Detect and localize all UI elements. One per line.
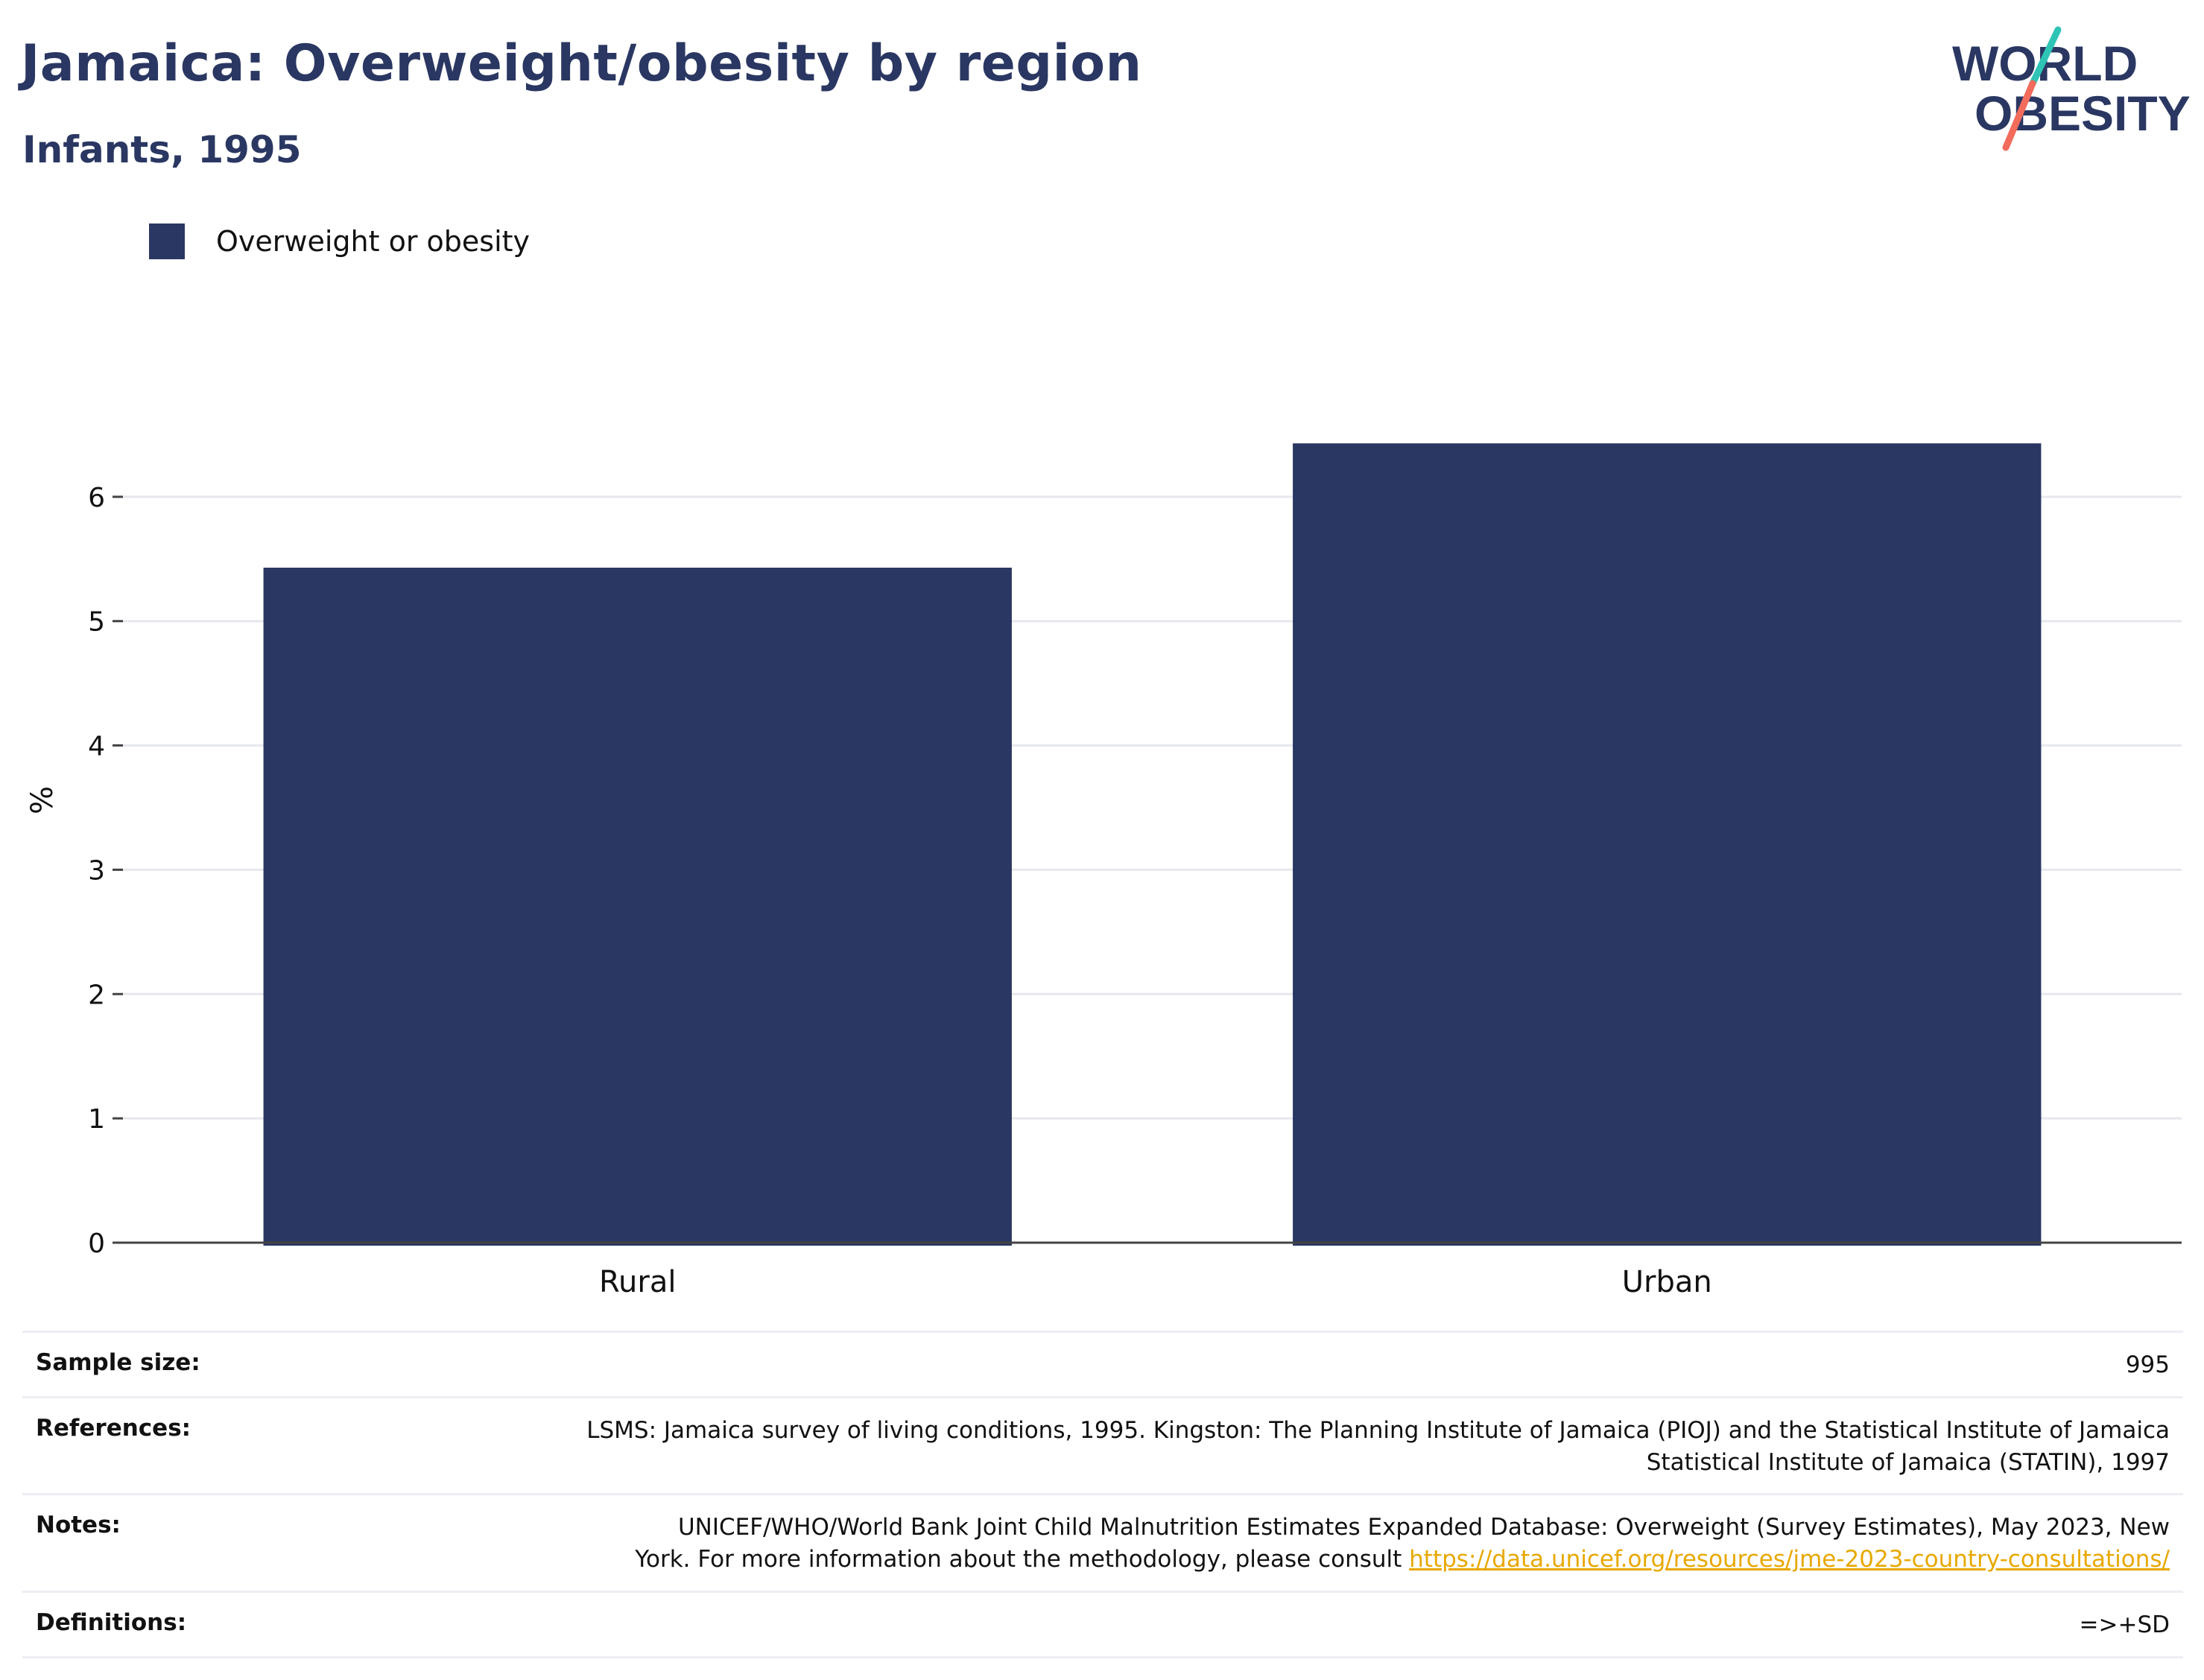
notes-line-2: York. For more information about the met… [635, 1546, 1410, 1573]
notes-methodology-link[interactable]: https://data.unicef.org/resources/jme-20… [1409, 1546, 2170, 1573]
info-table: Sample size: 995 References: LSMS: Jamai… [22, 1331, 2183, 1658]
y-tick-label: 3 [88, 855, 105, 886]
world-obesity-logo[interactable]: WORLD OBESITY [1937, 22, 2191, 156]
y-tick-label: 0 [88, 1229, 105, 1259]
references-value: LSMS: Jamaica survey of living condition… [586, 1415, 2170, 1479]
references-line-1: LSMS: Jamaica survey of living condition… [586, 1416, 2170, 1444]
info-row-notes: Notes: UNICEF/WHO/World Bank Joint Child… [22, 1493, 2183, 1591]
y-tick-label: 5 [88, 607, 105, 638]
x-axis-categories: Rural Urban [599, 1265, 1712, 1299]
sample-size-label: Sample size: [36, 1349, 200, 1376]
definitions-value: =>+SD [2079, 1611, 2170, 1638]
y-tick-label: 6 [88, 483, 105, 513]
y-axis-title: % [25, 786, 60, 814]
x-category-label: Rural [599, 1265, 676, 1299]
bar-rural[interactable] [263, 567, 1012, 1246]
notes-value: UNICEF/WHO/World Bank Joint Child Malnut… [635, 1512, 2170, 1576]
y-tick-label: 4 [88, 732, 105, 762]
legend[interactable]: Overweight or obesity [149, 224, 530, 259]
legend-swatch [149, 224, 185, 259]
y-axis-ticks: 0 1 2 3 4 5 6 [88, 483, 123, 1259]
chart-title: Jamaica: Overweight/obesity by region [21, 34, 1142, 93]
notes-line-1: UNICEF/WHO/World Bank Joint Child Malnut… [677, 1514, 2170, 1541]
y-tick-label: 1 [88, 1104, 105, 1135]
chart-subtitle: Infants, 1995 [22, 128, 302, 171]
sample-size-value: 995 [2125, 1351, 2170, 1378]
y-tick-label: 2 [88, 980, 105, 1010]
notes-label: Notes: [36, 1512, 121, 1539]
info-row-definitions: Definitions: =>+SD [22, 1590, 2183, 1658]
info-row-references: References: LSMS: Jamaica survey of livi… [22, 1395, 2183, 1494]
x-category-label: Urban [1622, 1265, 1712, 1299]
bars [263, 443, 2042, 1246]
references-label: References: [36, 1414, 191, 1442]
logo-slash-teal [2029, 26, 2062, 87]
info-row-sample-size: Sample size: 995 [22, 1331, 2183, 1396]
references-line-2: Statistical Institute of Jamaica (STATIN… [1646, 1448, 2170, 1476]
logo-slash-coral [2002, 80, 2036, 151]
bar-urban[interactable] [1293, 443, 2042, 1246]
definitions-label: Definitions: [36, 1608, 187, 1636]
legend-label: Overweight or obesity [216, 225, 531, 258]
bar-chart: 0 1 2 3 4 5 6 Rural Urban % [25, 443, 2182, 1299]
